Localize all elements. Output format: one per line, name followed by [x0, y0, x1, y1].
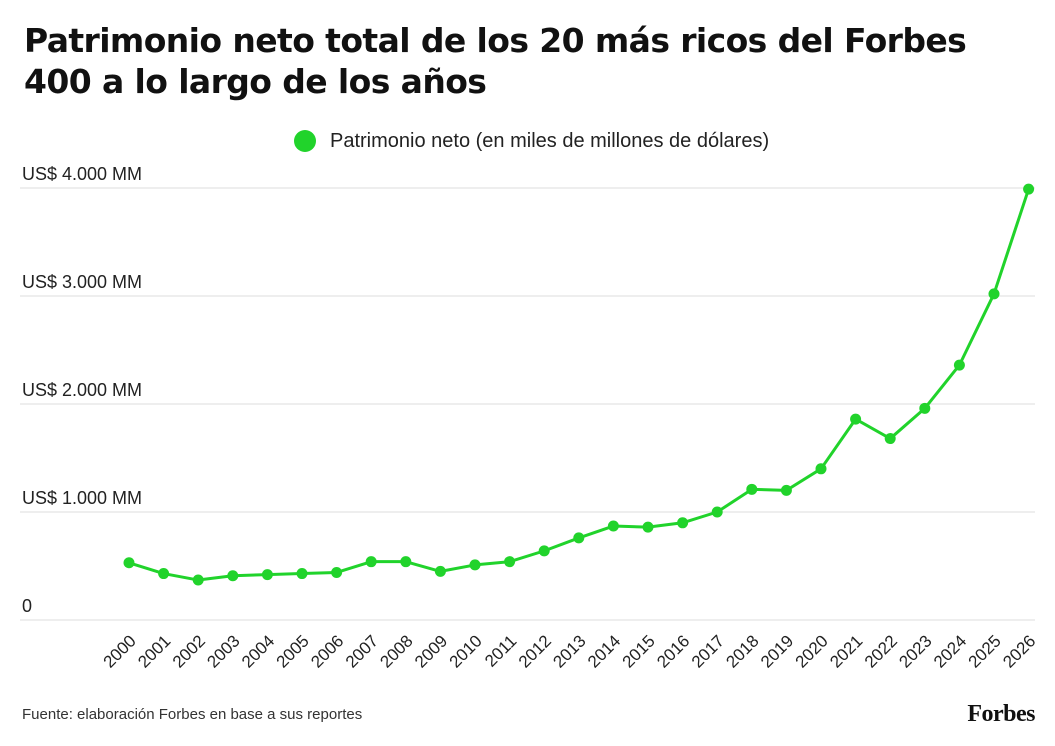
x-tick-label: 2017	[688, 631, 728, 671]
x-tick-label: 2005	[273, 631, 313, 671]
data-point	[746, 483, 758, 495]
data-point	[711, 506, 723, 518]
data-point	[365, 556, 377, 568]
legend-label: Patrimonio neto (en miles de millones de…	[330, 129, 770, 152]
x-tick-label: 2006	[307, 631, 347, 671]
data-point	[884, 433, 896, 445]
x-tick-label: 2010	[446, 631, 486, 671]
data-point	[953, 359, 965, 371]
chart-title: Patrimonio neto total de los 20 más rico…	[24, 21, 967, 101]
legend-marker-icon	[294, 130, 316, 152]
data-point	[261, 569, 273, 581]
x-tick-label: 2022	[861, 631, 901, 671]
x-tick-label: 2011	[481, 631, 520, 670]
data-point	[850, 413, 862, 425]
legend: Patrimonio neto (en miles de millones de…	[294, 127, 769, 155]
x-tick-label: 2026	[999, 631, 1039, 671]
y-tick-label: 0	[22, 596, 32, 616]
x-tick-label: 2004	[238, 631, 278, 671]
data-point	[227, 570, 239, 582]
data-point	[434, 565, 446, 577]
data-point	[988, 288, 1000, 300]
data-point	[158, 568, 170, 580]
data-point	[538, 545, 550, 557]
x-tick-label: 2014	[584, 631, 624, 671]
data-point	[642, 521, 654, 533]
data-point	[504, 556, 516, 568]
x-tick-label: 2001	[134, 631, 174, 671]
data-point	[607, 520, 619, 532]
series-line	[127, 187, 1031, 582]
data-point	[573, 532, 585, 544]
x-tick-label: 2003	[203, 631, 243, 671]
x-tick-label: 2025	[965, 631, 1005, 671]
data-point	[677, 517, 689, 529]
data-point	[331, 566, 343, 578]
x-tick-label: 2009	[411, 631, 451, 671]
x-tick-label: 2024	[930, 631, 970, 671]
x-tick-label: 2000	[100, 631, 140, 671]
x-tick-label: 2013	[549, 631, 589, 671]
data-point	[1023, 183, 1035, 195]
y-tick-label: US$ 2.000 MM	[22, 380, 142, 400]
source-note: Fuente: elaboración Forbes en base a sus…	[22, 706, 363, 723]
x-tick-label: 2012	[515, 631, 555, 671]
data-point	[123, 557, 135, 569]
data-point	[469, 559, 481, 571]
x-tick-label: 2007	[342, 631, 382, 671]
x-tick-label: 2018	[722, 631, 762, 671]
x-tick-label: 2021	[826, 631, 866, 671]
y-tick-label: US$ 4.000 MM	[22, 164, 142, 184]
data-point	[780, 484, 792, 496]
x-tick-label: 2015	[619, 631, 659, 671]
x-tick-label: 2008	[376, 631, 416, 671]
data-point	[192, 574, 204, 586]
data-point	[815, 463, 827, 475]
data-point	[400, 556, 412, 568]
x-tick-label: 2020	[792, 631, 832, 671]
y-tick-label: US$ 1.000 MM	[22, 488, 142, 508]
x-tick-label: 2023	[895, 631, 935, 671]
forbes-logo: Forbes	[967, 701, 1035, 727]
data-point	[296, 568, 308, 580]
y-tick-label: US$ 3.000 MM	[22, 272, 142, 292]
x-tick-label: 2016	[653, 631, 693, 671]
data-point	[919, 402, 931, 414]
x-tick-label: 2002	[169, 631, 209, 671]
x-tick-label: 2019	[757, 631, 797, 671]
